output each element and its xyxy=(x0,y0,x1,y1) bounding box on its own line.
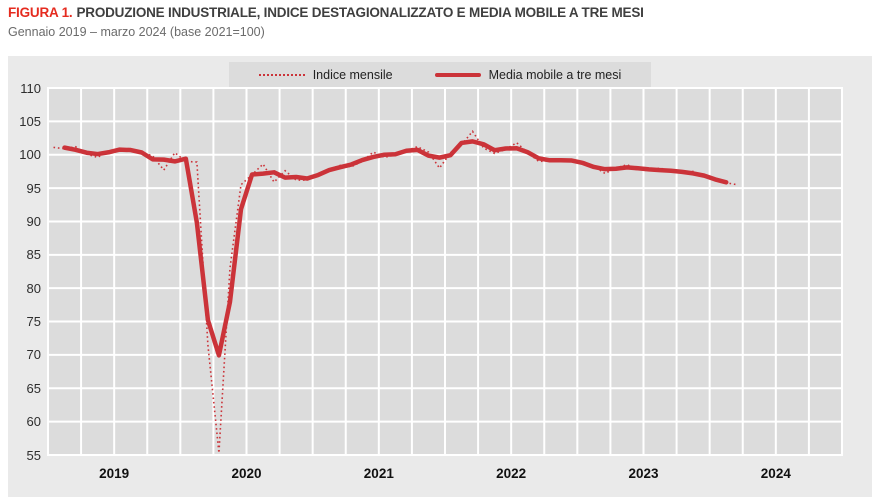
figure-header: FIGURA 1. PRODUZIONE INDUSTRIALE, INDICE … xyxy=(8,4,872,40)
figure-title-line: FIGURA 1. PRODUZIONE INDUSTRIALE, INDICE … xyxy=(8,4,872,22)
legend-label-moving-average: Media mobile a tre mesi xyxy=(488,68,622,82)
solid-line-swatch xyxy=(434,73,481,77)
legend-item-monthly-index: Indice mensile xyxy=(258,68,393,82)
figure-number: FIGURA 1. xyxy=(8,5,73,20)
chart-legend: Indice mensile Media mobile a tre mesi xyxy=(228,62,652,88)
chart-panel: Indice mensile Media mobile a tre mesi xyxy=(8,56,872,497)
figure-subtitle: Gennaio 2019 – marzo 2024 (base 2021=100… xyxy=(8,25,265,39)
legend-label-monthly-index: Indice mensile xyxy=(312,68,393,82)
dotted-line-swatch xyxy=(258,74,305,76)
legend-item-moving-average: Media mobile a tre mesi xyxy=(434,68,622,82)
figure-title: PRODUZIONE INDUSTRIALE, INDICE DESTAGION… xyxy=(76,5,644,20)
